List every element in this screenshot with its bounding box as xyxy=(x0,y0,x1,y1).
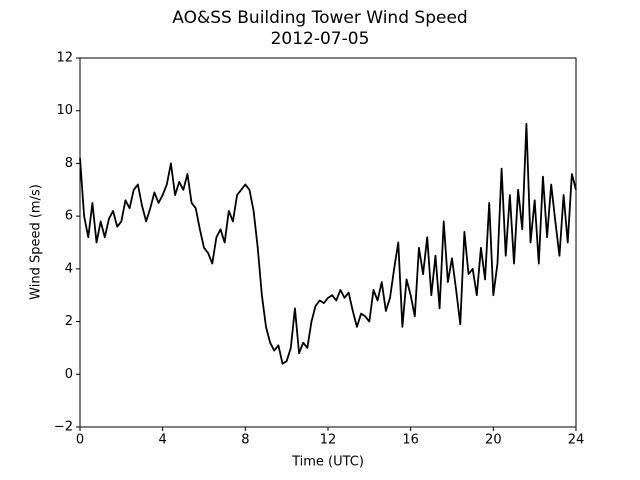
chart-subtitle: 2012-07-05 xyxy=(271,29,370,49)
y-tick-label: 2 xyxy=(65,314,73,329)
plot-frame xyxy=(79,57,577,428)
y-tick-label: −2 xyxy=(54,420,73,435)
x-tick-label: 4 xyxy=(159,433,167,448)
y-tick-label: 0 xyxy=(65,367,73,382)
x-tick-label: 12 xyxy=(320,433,337,448)
x-tick-label: 8 xyxy=(241,433,249,448)
y-axis-label: Wind Speed (m/s) xyxy=(29,184,44,300)
y-tick-label: 10 xyxy=(56,103,73,118)
data-line xyxy=(79,122,577,365)
y-tick-label: 4 xyxy=(65,261,73,276)
x-tick-label: 16 xyxy=(402,433,419,448)
x-axis-label: Time (UTC) xyxy=(291,455,364,470)
x-tick-label: 24 xyxy=(568,433,585,448)
chart-title: AO&SS Building Tower Wind Speed xyxy=(172,8,467,28)
y-tick-label: 12 xyxy=(56,51,73,66)
y-tick-label: 8 xyxy=(65,156,73,171)
y-tick-label: 6 xyxy=(65,209,73,224)
x-tick-label: 0 xyxy=(76,433,84,448)
x-tick-label: 20 xyxy=(485,433,502,448)
